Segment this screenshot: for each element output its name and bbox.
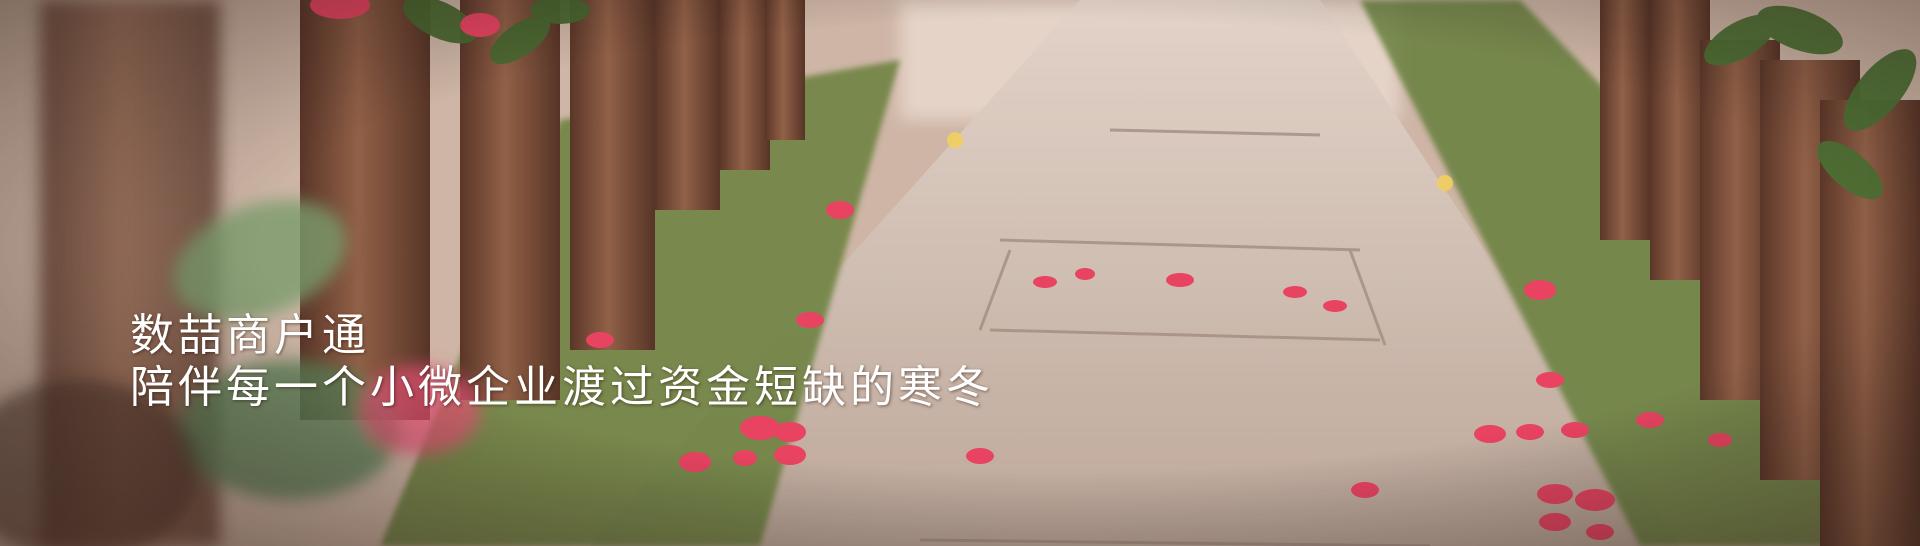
banner-tagline: 陪伴每一个小微企业渡过资金短缺的寒冬 — [130, 362, 994, 413]
banner-caption: 数喆商户通 陪伴每一个小微企业渡过资金短缺的寒冬 — [130, 310, 994, 414]
banner-headline: 数喆商户通 — [130, 310, 370, 361]
